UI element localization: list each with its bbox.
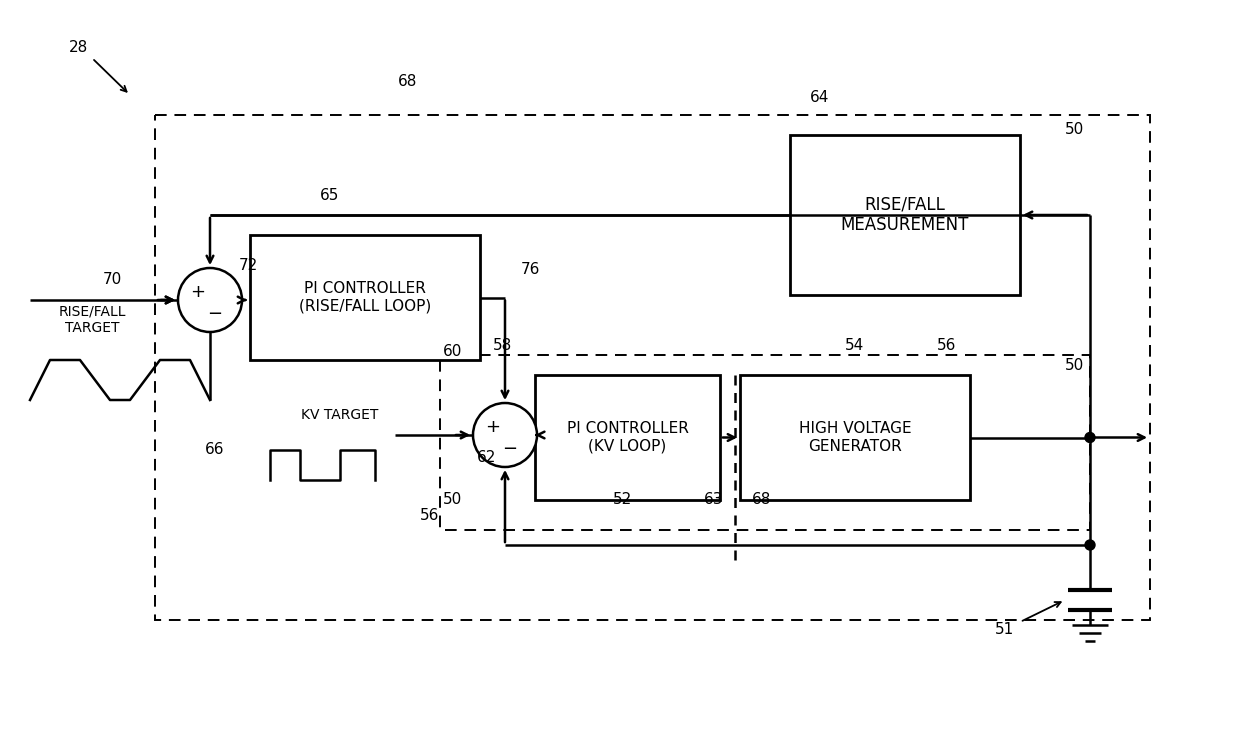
- Bar: [790, 135, 1021, 295]
- Text: 62: 62: [477, 449, 497, 464]
- Circle shape: [1085, 540, 1095, 550]
- Text: PI CONTROLLER
(KV LOOP): PI CONTROLLER (KV LOOP): [567, 421, 688, 454]
- Text: 63: 63: [704, 493, 724, 508]
- Text: 56: 56: [937, 338, 957, 353]
- Text: 76: 76: [521, 262, 539, 277]
- Bar: [440, 355, 1090, 530]
- Text: +: +: [486, 418, 501, 436]
- Bar: [155, 115, 1149, 620]
- Bar: [740, 375, 970, 500]
- Text: −: −: [207, 305, 222, 323]
- Text: HIGH VOLTAGE
GENERATOR: HIGH VOLTAGE GENERATOR: [799, 421, 911, 454]
- Text: 72: 72: [238, 258, 258, 273]
- Text: 50: 50: [444, 493, 463, 508]
- Circle shape: [472, 403, 537, 467]
- Text: +: +: [191, 283, 206, 301]
- Text: 68: 68: [398, 74, 418, 89]
- Text: 58: 58: [492, 338, 512, 353]
- Circle shape: [179, 268, 242, 332]
- Text: 60: 60: [444, 345, 463, 360]
- Text: RISE/FALL
MEASUREMENT: RISE/FALL MEASUREMENT: [841, 195, 970, 234]
- Text: 68: 68: [753, 493, 771, 508]
- Text: 50: 50: [1065, 357, 1085, 372]
- Text: 50: 50: [1065, 123, 1085, 138]
- Text: 70: 70: [103, 273, 122, 288]
- Text: 28: 28: [68, 40, 88, 55]
- Circle shape: [1085, 432, 1095, 443]
- Text: 52: 52: [613, 493, 631, 508]
- Text: PI CONTROLLER
(RISE/FALL LOOP): PI CONTROLLER (RISE/FALL LOOP): [299, 282, 432, 314]
- Text: 66: 66: [206, 443, 224, 458]
- Bar: [534, 375, 720, 500]
- Bar: [250, 235, 480, 360]
- Text: 51: 51: [996, 622, 1014, 637]
- Text: 65: 65: [320, 187, 340, 202]
- Text: 54: 54: [846, 338, 864, 353]
- Text: −: −: [502, 440, 517, 458]
- Text: 56: 56: [420, 508, 440, 523]
- Text: KV TARGET: KV TARGET: [301, 408, 378, 422]
- Text: RISE/FALL
TARGET: RISE/FALL TARGET: [58, 305, 125, 335]
- Text: 64: 64: [810, 89, 830, 105]
